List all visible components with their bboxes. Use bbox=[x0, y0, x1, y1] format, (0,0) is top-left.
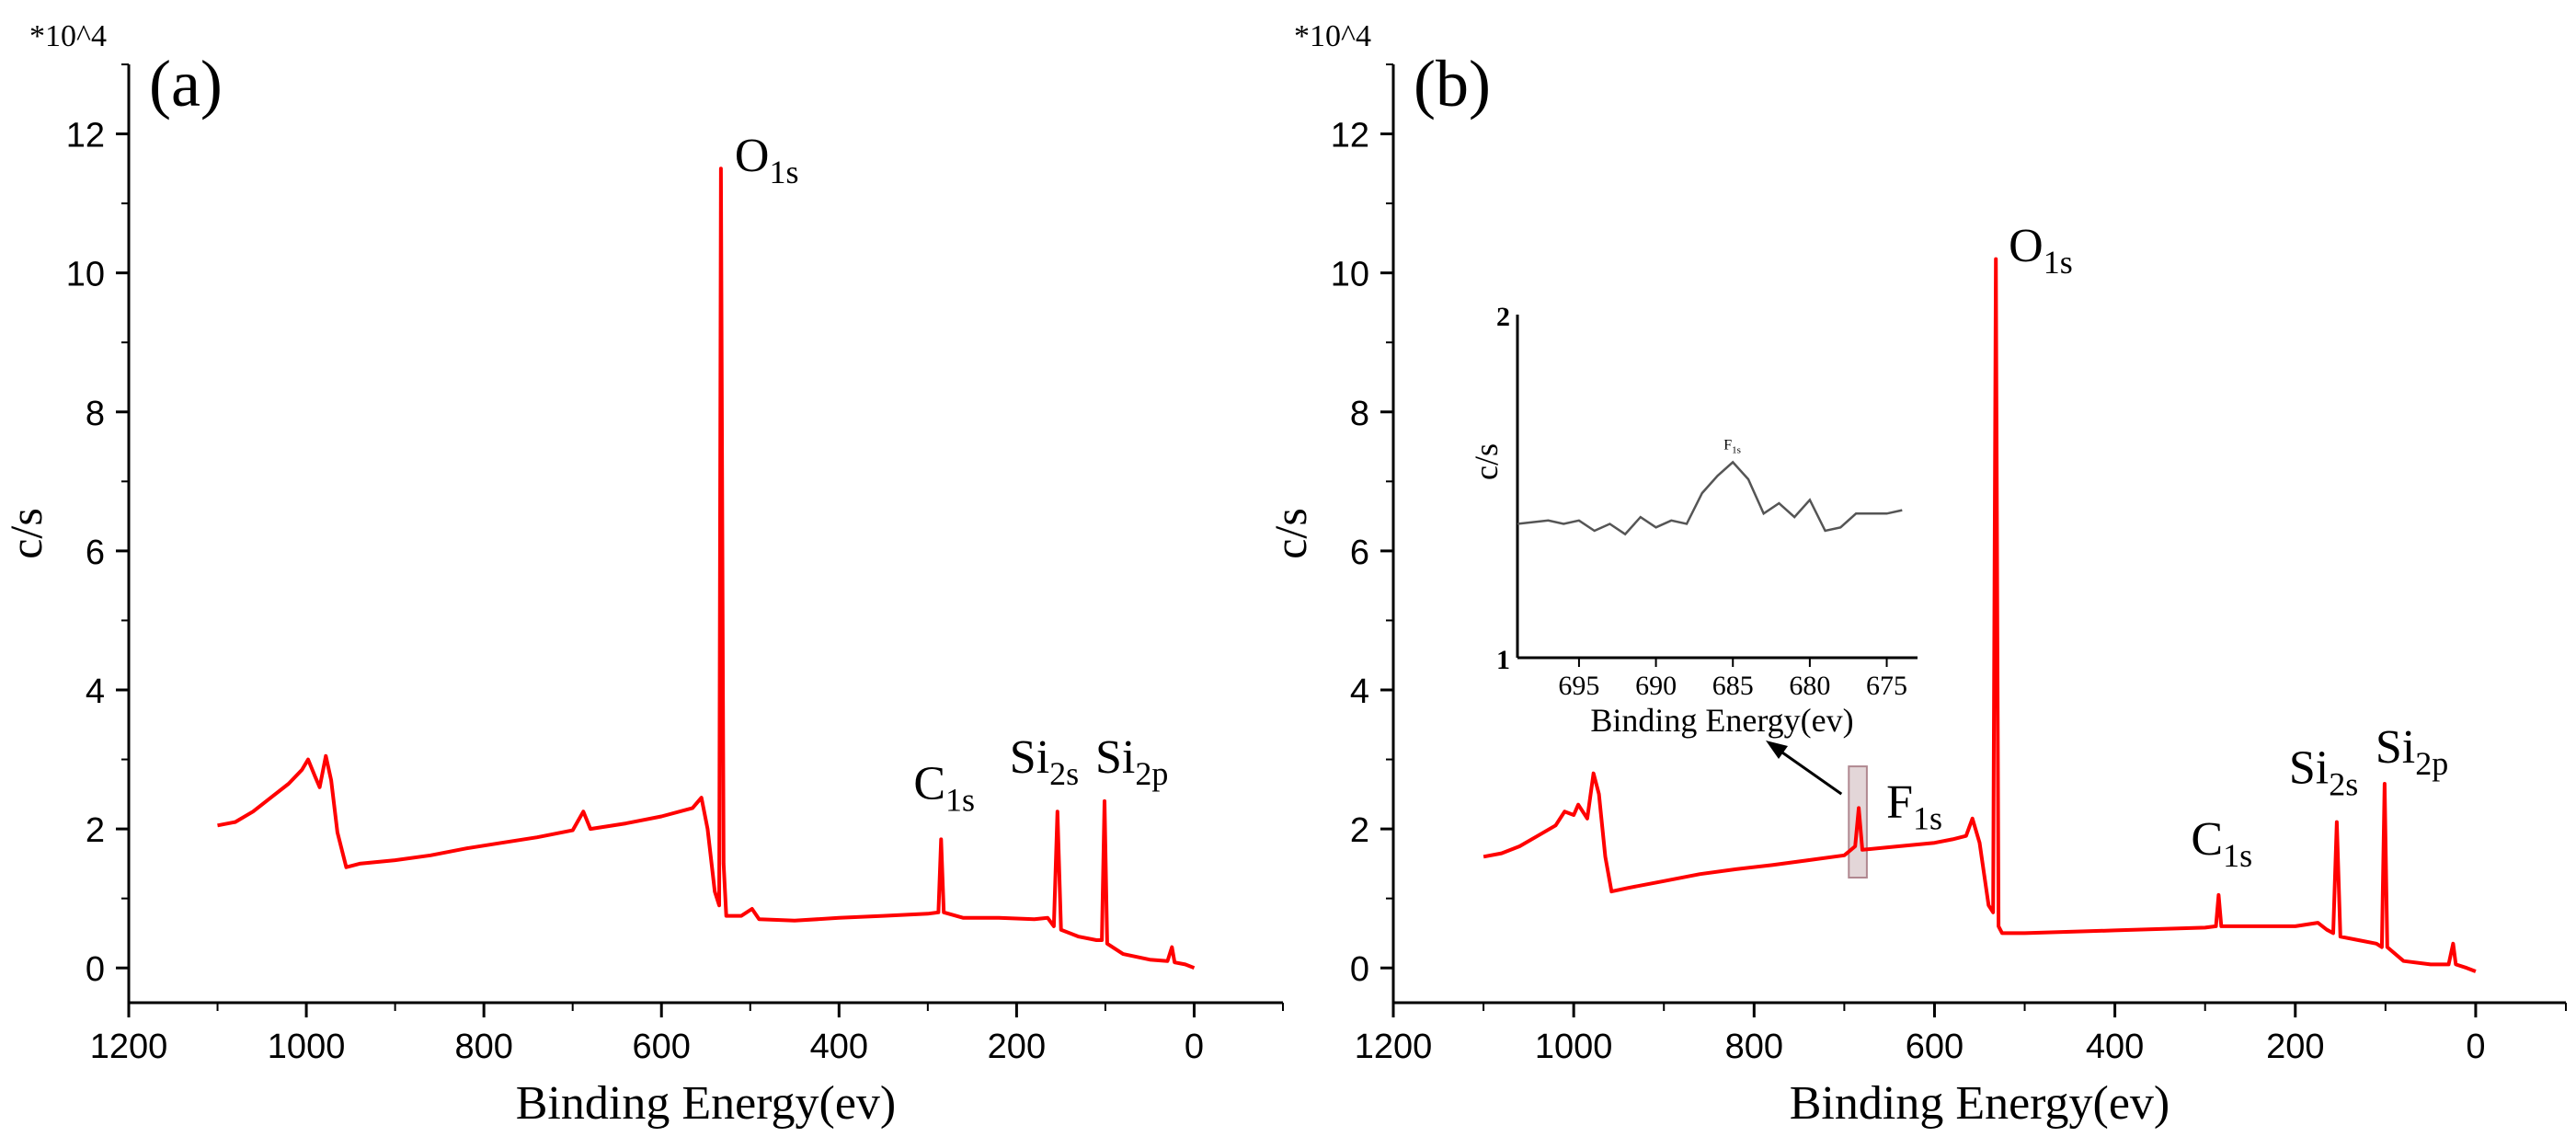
y-tick-label: 0 bbox=[86, 950, 105, 989]
peak-label-f1s: F1s bbox=[1886, 775, 1942, 836]
inset-x-tick-label: 685 bbox=[1712, 671, 1754, 701]
series-line bbox=[217, 167, 1196, 970]
x-tick-label: 600 bbox=[633, 1028, 691, 1066]
y-tick-label: 8 bbox=[1350, 395, 1369, 433]
x-tick-label: 600 bbox=[1906, 1028, 1963, 1066]
peak-label-c1s: C1s bbox=[913, 757, 975, 818]
y-tick-label: 12 bbox=[66, 117, 105, 155]
inset-x-tick-label: 680 bbox=[1789, 671, 1830, 701]
y-tick-label: 12 bbox=[1331, 117, 1369, 155]
y-tick-label: 6 bbox=[86, 534, 105, 572]
x-tick-label: 800 bbox=[1725, 1028, 1783, 1066]
inset-series-line bbox=[1517, 460, 1903, 536]
axis-multiplier: *10^4 bbox=[1294, 19, 1371, 53]
y-axis-title: c/s bbox=[0, 508, 52, 559]
y-tick-label: 2 bbox=[86, 811, 105, 850]
x-tick-label: 0 bbox=[2466, 1028, 2485, 1066]
x-axis-title: Binding Energy(ev) bbox=[516, 1077, 897, 1130]
y-tick-label: 8 bbox=[86, 395, 105, 433]
callout-arrow bbox=[1772, 744, 1843, 796]
x-axis-title: Binding Energy(ev) bbox=[1790, 1077, 2170, 1130]
y-tick-label: 6 bbox=[1350, 534, 1369, 572]
x-tick-label: 1200 bbox=[1355, 1028, 1433, 1066]
x-tick-label: 200 bbox=[988, 1028, 1046, 1066]
inset-y-tick-label: 1 bbox=[1496, 645, 1510, 675]
y-tick-label: 4 bbox=[1350, 672, 1369, 711]
inset-x-tick-label: 675 bbox=[1866, 671, 1907, 701]
inset-y-axis-title: c/s bbox=[1468, 443, 1505, 480]
x-tick-label: 400 bbox=[2086, 1028, 2144, 1066]
peak-label-si2s: Si2s bbox=[2289, 742, 2358, 803]
peak-label-o1s: O1s bbox=[2009, 220, 2073, 281]
inset-y-tick-label: 2 bbox=[1496, 302, 1510, 332]
inset-chart: 1 2 695 690 685 680 675 Binding Energy(ev) c/s F1… bbox=[1468, 302, 1918, 739]
peak-label-c1s: C1s bbox=[2191, 813, 2252, 874]
peak-label-o1s: O1s bbox=[735, 130, 799, 190]
x-tick-label: 400 bbox=[810, 1028, 868, 1066]
chart-panel-a: 0 2 4 6 8 10 12 1200 1000 800 600 400 200 0 *10^4 (a) Bi… bbox=[0, 19, 1284, 1130]
y-tick-label: 10 bbox=[1331, 256, 1369, 294]
series-line bbox=[1483, 257, 2477, 973]
inset-peak-label: F1s bbox=[1723, 437, 1741, 455]
y-tick-label: 0 bbox=[1350, 950, 1369, 989]
x-tick-label: 1000 bbox=[268, 1028, 346, 1066]
peak-label-si2p: Si2p bbox=[2376, 721, 2448, 782]
x-tick-label: 1200 bbox=[90, 1028, 168, 1066]
y-axis-title: c/s bbox=[1265, 508, 1316, 559]
x-tick-label: 800 bbox=[454, 1028, 512, 1066]
x-tick-label: 1000 bbox=[1535, 1028, 1613, 1066]
inset-x-axis-title: Binding Energy(ev) bbox=[1590, 702, 1853, 739]
callout-arrowhead bbox=[1766, 741, 1788, 759]
peak-label-si2p: Si2p bbox=[1095, 731, 1168, 792]
y-tick-label: 10 bbox=[66, 256, 105, 294]
peak-label-si2s: Si2s bbox=[1010, 731, 1079, 792]
y-tick-label: 4 bbox=[86, 672, 105, 711]
inset-x-tick-label: 695 bbox=[1558, 671, 1599, 701]
y-tick-label: 2 bbox=[1350, 811, 1369, 850]
inset-x-tick-label: 690 bbox=[1635, 671, 1677, 701]
panel-label: (b) bbox=[1414, 47, 1491, 121]
panel-label: (a) bbox=[149, 47, 223, 121]
x-tick-label: 200 bbox=[2266, 1028, 2324, 1066]
axis-multiplier: *10^4 bbox=[29, 19, 107, 53]
x-tick-label: 0 bbox=[1185, 1028, 1204, 1066]
